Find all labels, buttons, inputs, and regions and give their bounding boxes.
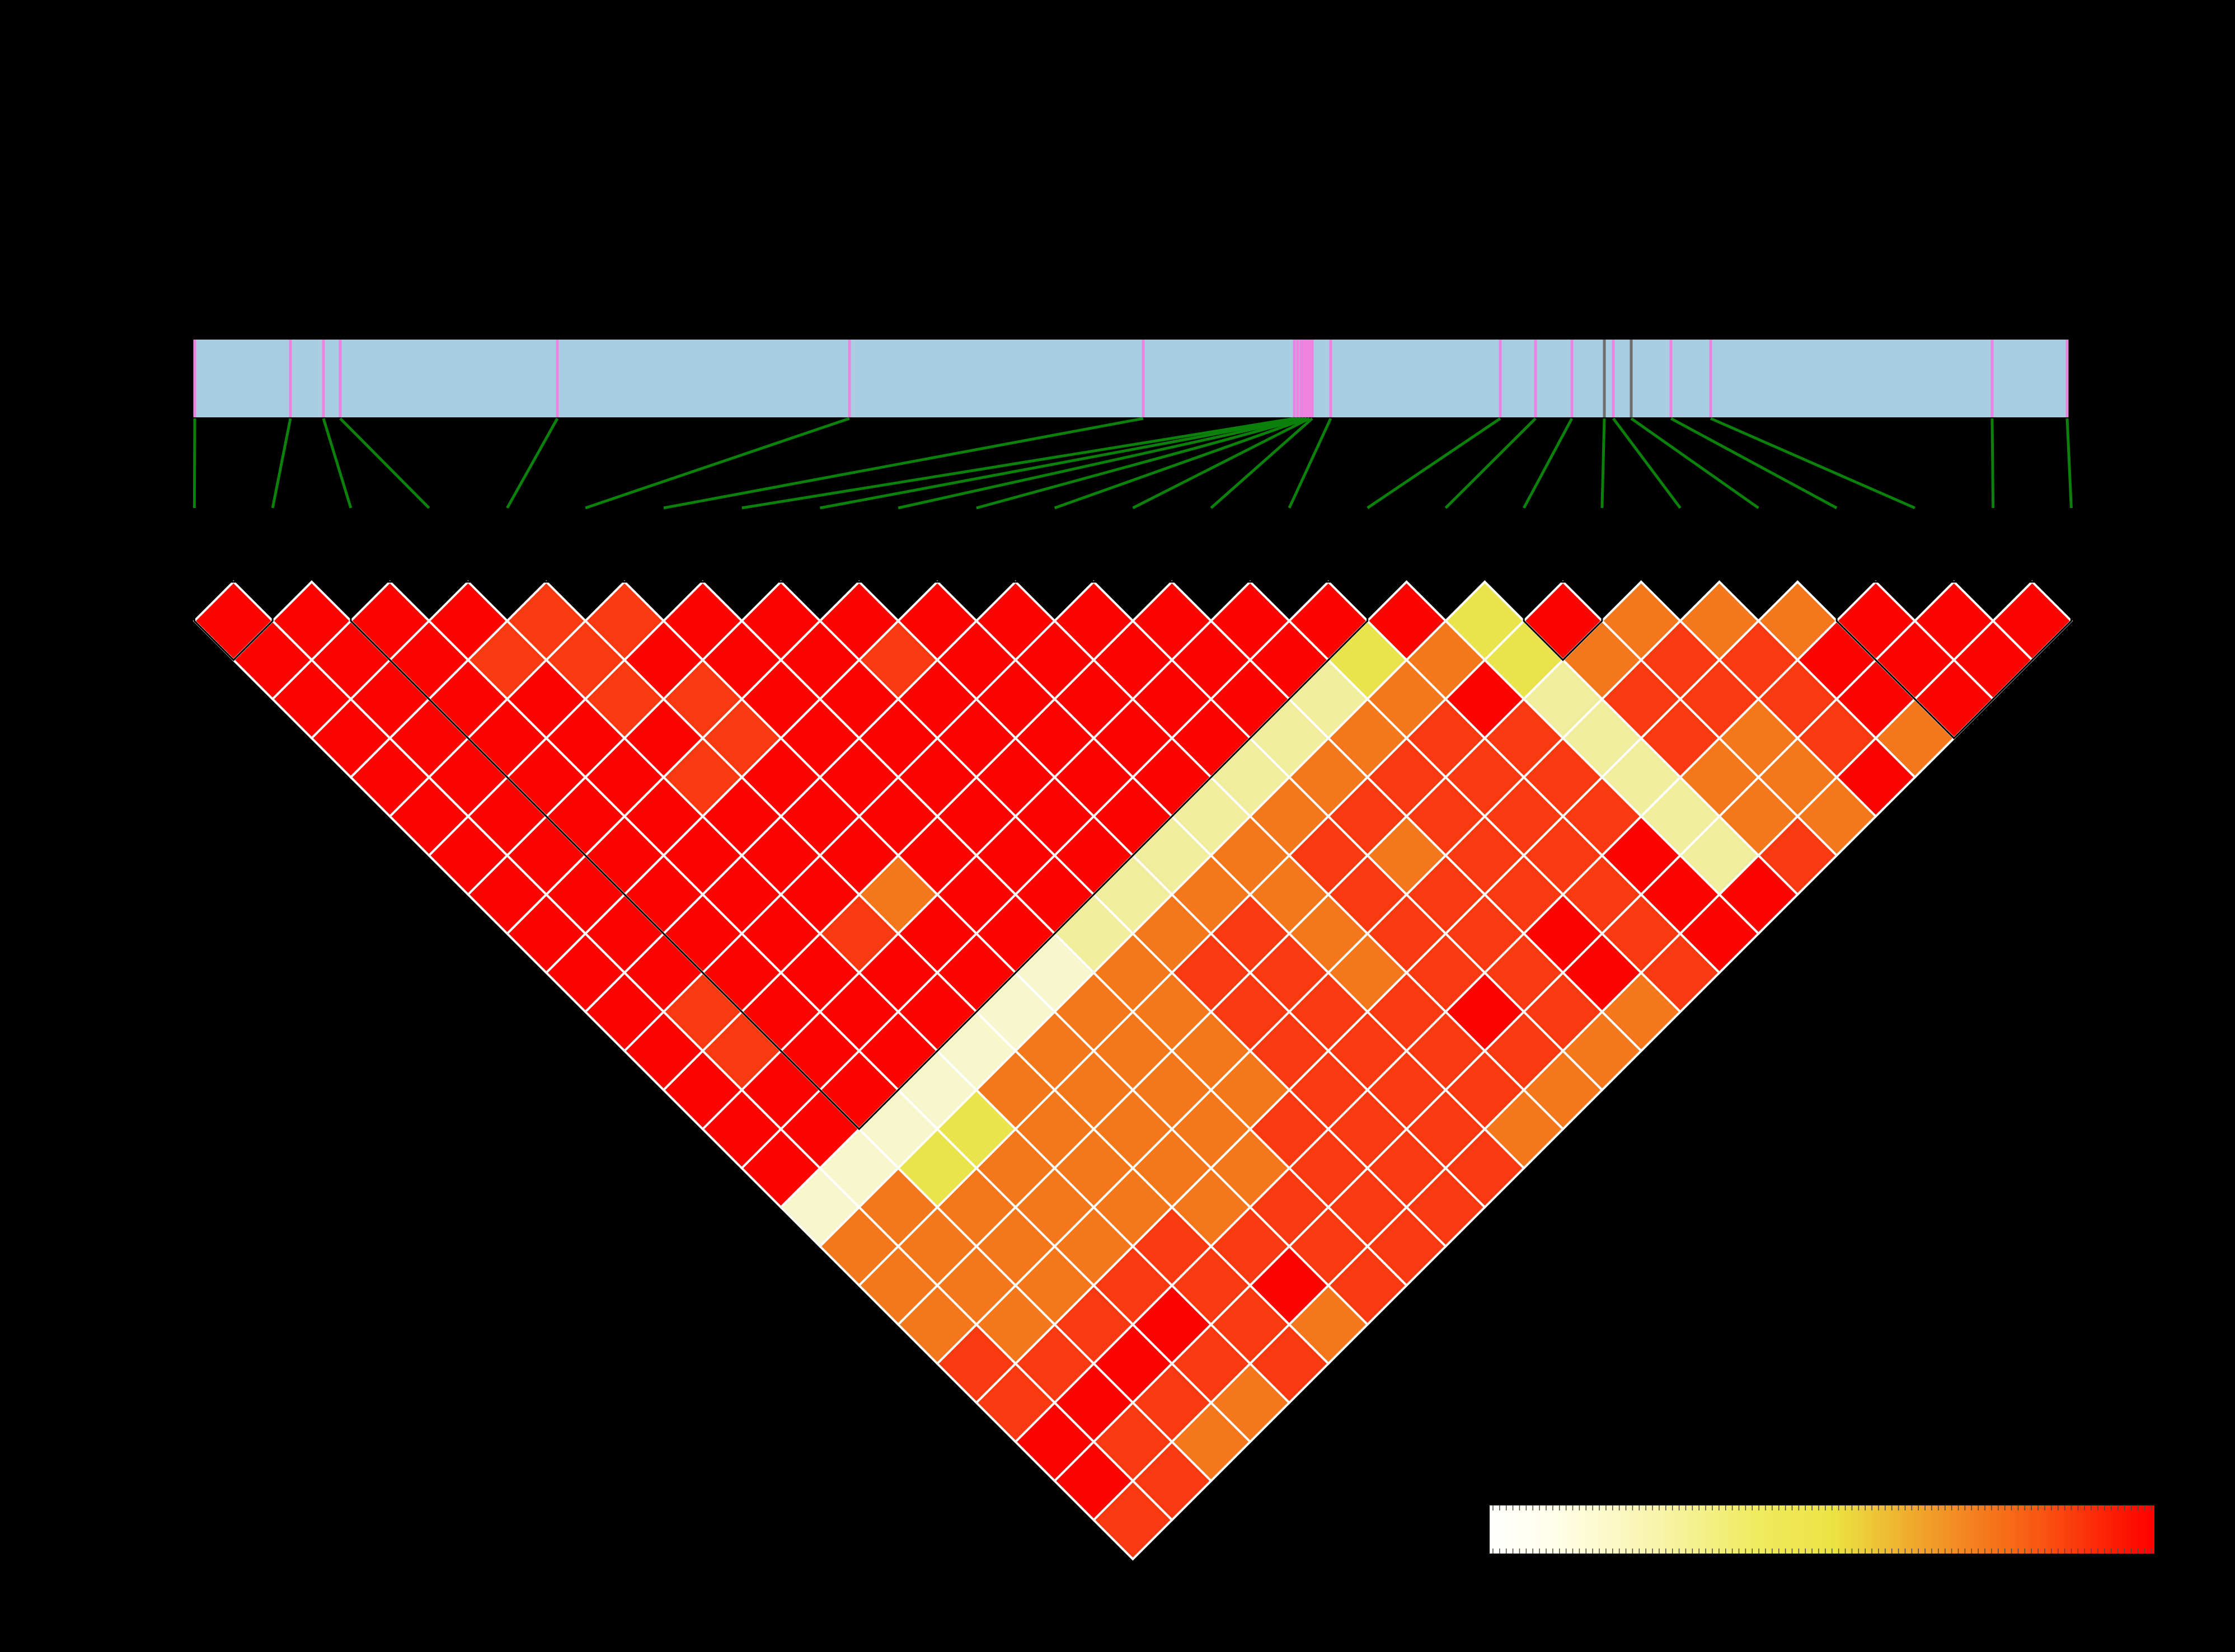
snp-connector-line-21 bbox=[1630, 417, 1759, 510]
snp-connector-line-11 bbox=[976, 417, 1304, 510]
snp-connector-line-13 bbox=[1132, 417, 1311, 510]
snp-connector-line-14 bbox=[1210, 417, 1313, 509]
snp-connector-line-22 bbox=[1670, 417, 1838, 510]
snp-connector-line-8 bbox=[741, 417, 1295, 510]
genomic-map-bar bbox=[193, 338, 2069, 418]
haplotype-block-outline-1-2 bbox=[193, 581, 274, 661]
snp-connector-line-17 bbox=[1444, 417, 1537, 509]
snp-connector-line-9 bbox=[819, 417, 1298, 510]
haplotype-block-outline-18-19 bbox=[1523, 581, 1603, 661]
snp-connector-line-6 bbox=[585, 417, 850, 510]
snp-connector-line-4 bbox=[339, 417, 430, 509]
snp-connector-line-15 bbox=[1288, 417, 1332, 509]
snp-connector-line-1 bbox=[192, 418, 196, 509]
snp-connector-line-18 bbox=[1522, 417, 1574, 509]
snp-connector-line-19 bbox=[1600, 418, 1606, 509]
snp-connector-line-25 bbox=[2065, 418, 2073, 509]
snp-connector-line-12 bbox=[1054, 417, 1307, 510]
snp-connector-line-23 bbox=[1710, 417, 1915, 510]
snp-connector-line-7 bbox=[663, 417, 1144, 510]
haplotype-block-outline-22-25 bbox=[1835, 581, 2072, 740]
snp-connector-line-20 bbox=[1612, 417, 1682, 509]
snp-connector-line-2 bbox=[271, 418, 292, 509]
snp-connector-line-16 bbox=[1367, 417, 1501, 510]
snp-connector-line-3 bbox=[322, 418, 353, 509]
ld-cell-1-25 bbox=[1092, 1479, 1174, 1561]
haplotype-block-outline-3-16 bbox=[350, 581, 1369, 1131]
snp-connector-line-10 bbox=[898, 417, 1302, 510]
color-key-gradient bbox=[1490, 1505, 2154, 1554]
snp-connector-line-24 bbox=[1990, 418, 1995, 509]
snp-connector-line-5 bbox=[506, 417, 559, 509]
